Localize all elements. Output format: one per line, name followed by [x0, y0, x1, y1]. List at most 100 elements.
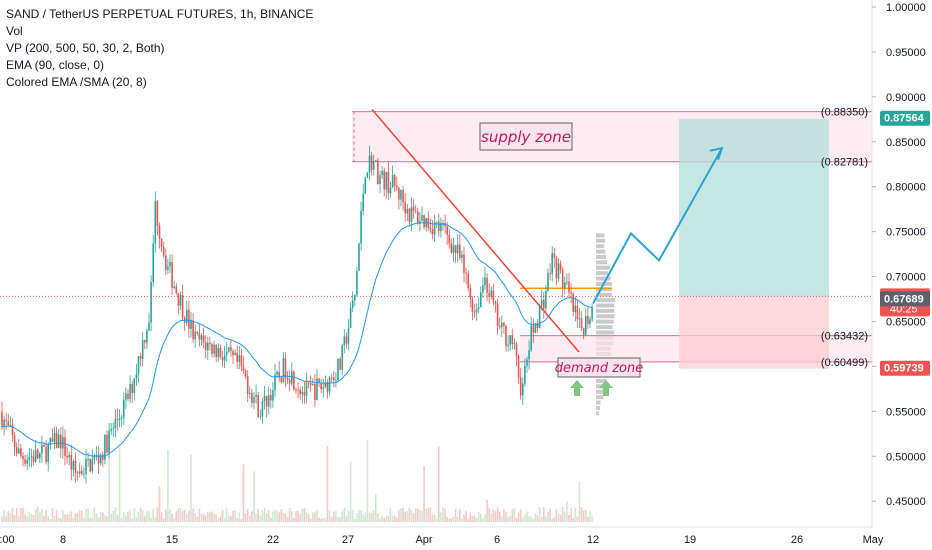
candle-body	[276, 371, 278, 375]
volume-profile-bar	[596, 249, 606, 254]
volume-bar	[236, 518, 238, 522]
candle-body	[335, 380, 337, 381]
candle-body	[15, 446, 18, 454]
candle-body	[83, 473, 85, 475]
volume-bar	[91, 517, 94, 522]
volume-profile-bar	[596, 325, 613, 330]
volume-bar	[78, 509, 81, 522]
volume-bar	[524, 514, 526, 522]
candle	[585, 308, 587, 336]
volume-bar	[530, 516, 532, 522]
volume-bar	[559, 514, 562, 522]
volume-bar	[314, 512, 316, 522]
candle	[232, 348, 234, 364]
volume-bar	[49, 518, 52, 522]
candle-body	[414, 211, 417, 212]
candle	[158, 222, 161, 249]
candle	[99, 453, 102, 466]
volume-bar	[488, 507, 490, 522]
volume-bar	[39, 511, 41, 522]
volume-bar	[120, 517, 123, 522]
candle	[519, 367, 522, 400]
candle	[492, 283, 495, 306]
candle	[498, 317, 501, 330]
volume-bar	[511, 509, 514, 522]
candle	[120, 414, 123, 428]
candle	[265, 395, 268, 418]
candle	[446, 221, 448, 245]
volume-bar	[545, 516, 547, 522]
volume-bar	[564, 511, 566, 522]
candle	[135, 363, 138, 386]
projection-path	[592, 147, 723, 304]
volume-bar	[261, 509, 264, 522]
volume-bar	[585, 509, 587, 522]
price-axis[interactable]: 1.00000 0.95000 0.90000 0.85000 0.80000 0.750…	[821, 0, 932, 527]
candle	[551, 246, 553, 282]
candle-body	[513, 343, 516, 345]
candle	[528, 340, 530, 370]
volume-bar	[186, 513, 188, 522]
volume-bar	[194, 513, 196, 522]
volume-bar	[204, 515, 207, 522]
candle-body	[396, 185, 398, 188]
volume-bar	[141, 510, 144, 522]
volume-bar	[251, 511, 253, 522]
candle-body	[99, 454, 102, 464]
candle	[438, 213, 440, 237]
candle-body	[555, 257, 558, 279]
candle	[236, 345, 238, 370]
volume-bar	[148, 510, 150, 522]
candle	[137, 355, 140, 383]
candle	[473, 304, 476, 318]
volume-bar	[322, 518, 325, 522]
candle-body	[545, 291, 547, 309]
price-tick-label: 0.65000	[886, 316, 926, 328]
price-tick-label: 0.85000	[886, 137, 926, 149]
volume-bar	[463, 514, 465, 522]
candle-body	[366, 172, 369, 178]
candle	[469, 283, 472, 308]
volume-bar	[587, 517, 589, 522]
candle-body	[473, 311, 476, 313]
volume-bar	[295, 511, 297, 522]
volume-bar	[452, 516, 455, 522]
candle-body	[146, 330, 148, 343]
indicator-vol[interactable]: Vol	[6, 24, 23, 38]
volume-bar	[133, 508, 136, 522]
chart-legend: SAND / TetherUS PERPETUAL FUTURES, 1h, B…	[6, 6, 313, 91]
candle	[91, 449, 94, 474]
candle	[396, 176, 398, 192]
volume-bar	[259, 515, 262, 522]
indicator-vp[interactable]: VP (200, 500, 50, 30, 2, Both)	[6, 41, 165, 55]
candle-body	[410, 207, 413, 222]
indicator-ema[interactable]: EMA (90, close, 0)	[6, 58, 105, 72]
candle-body	[102, 454, 104, 460]
volume-bar	[526, 511, 528, 522]
volume-bar	[446, 517, 448, 522]
candle-body	[64, 437, 66, 456]
indicator-colored-ema[interactable]: Colored EMA /SMA (20, 8)	[6, 75, 147, 89]
symbol-title[interactable]: SAND / TetherUS PERPETUAL FUTURES, 1h, B…	[6, 7, 314, 21]
candle-body	[156, 201, 159, 226]
countdown-label: 40:25	[890, 303, 918, 315]
time-axis[interactable]: :00 8 15 22 27 Apr 6 12 19 26 May	[0, 526, 932, 550]
candle	[400, 189, 402, 207]
volume-profile-bar	[596, 303, 615, 308]
candle	[341, 343, 343, 376]
volume-bar	[137, 511, 140, 522]
price-tick-label: 0.70000	[886, 272, 926, 284]
candle	[106, 430, 108, 454]
volume-bar	[309, 518, 312, 522]
candle	[41, 435, 43, 463]
candle-body	[280, 377, 283, 382]
candle	[259, 409, 262, 420]
candle-body	[368, 155, 371, 173]
candle-body	[324, 382, 327, 387]
volume-bar	[467, 518, 469, 522]
volume-bar	[62, 509, 64, 522]
candle-body	[375, 160, 377, 162]
volume-bar	[28, 511, 31, 522]
candle	[228, 346, 230, 353]
